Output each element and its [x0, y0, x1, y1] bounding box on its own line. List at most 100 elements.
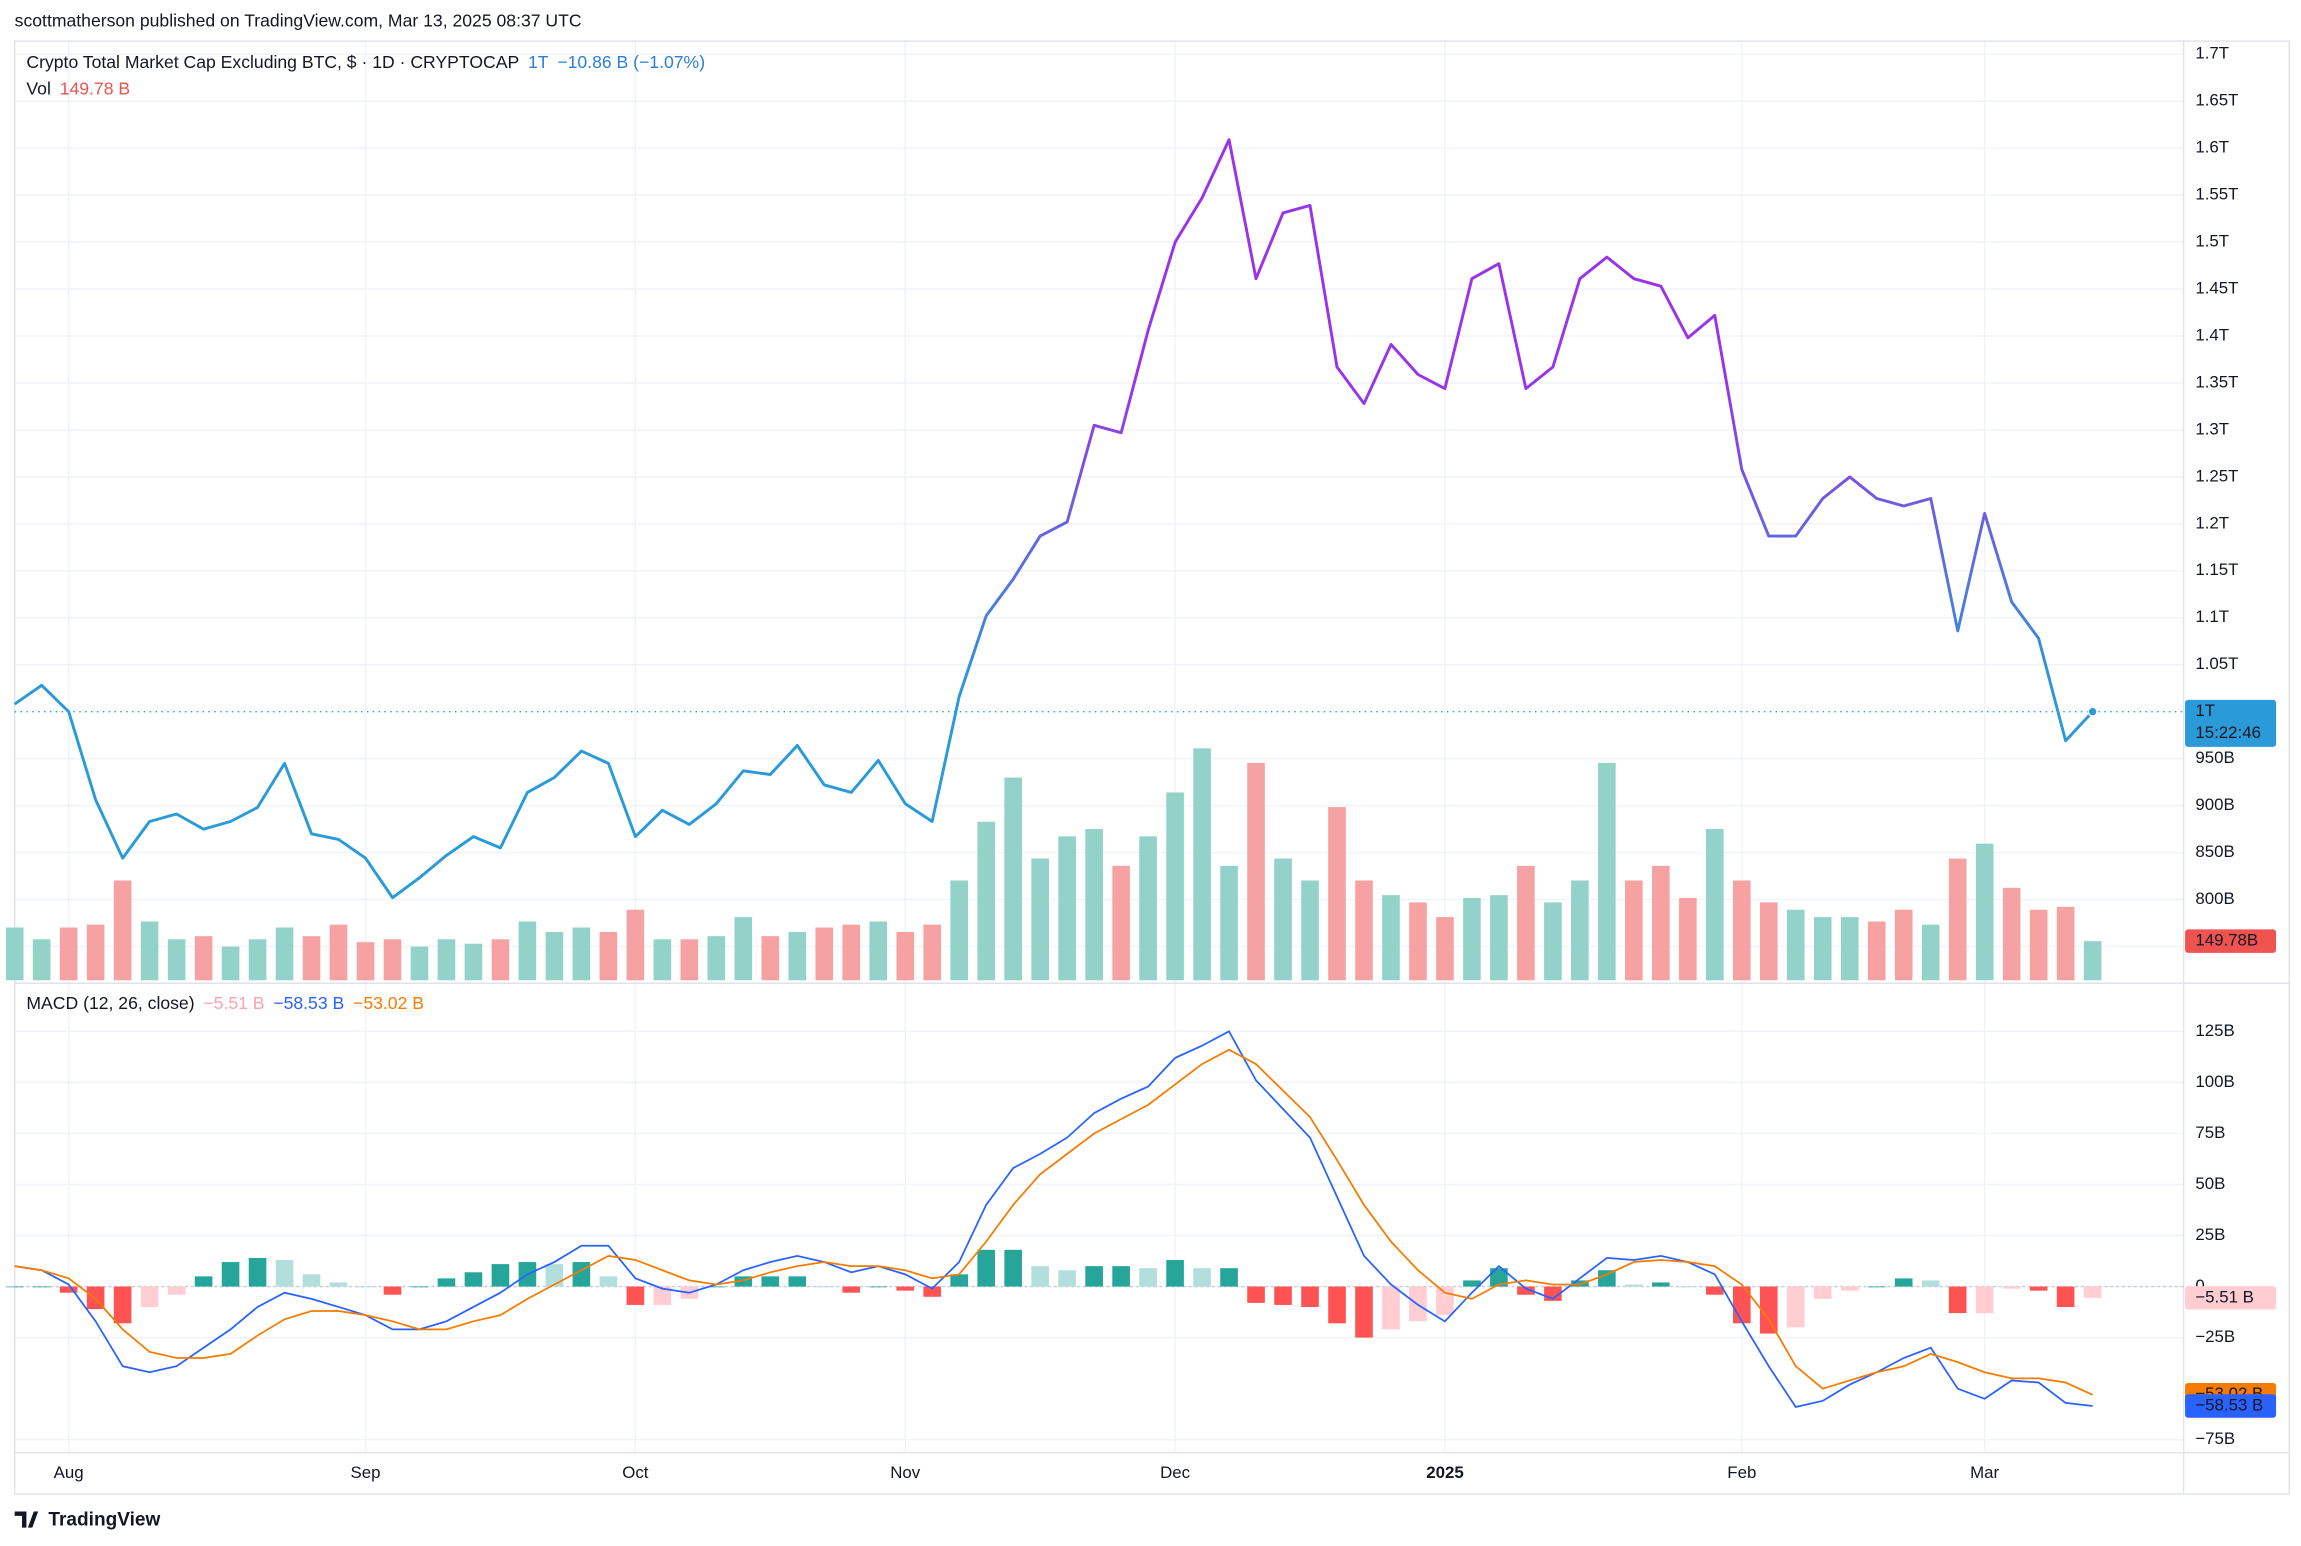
volume-bar: [599, 931, 618, 981]
volume-bar: [1355, 880, 1373, 981]
volume-bar: [194, 936, 213, 981]
footer: TradingView: [48, 1509, 160, 1530]
y-tick-label: 850B: [2195, 842, 2234, 861]
volume-bar: [1166, 792, 1184, 981]
x-tick-label: Sep: [350, 1463, 380, 1482]
histogram-bar: [1679, 1286, 1697, 1288]
histogram-bar: [734, 1276, 753, 1287]
histogram-bar: [1274, 1286, 1292, 1305]
signal-value: −53.02 B: [353, 992, 424, 1012]
volume-bar: [1274, 858, 1292, 981]
histogram-bar: [1463, 1280, 1481, 1287]
volume-bar: [2056, 906, 2075, 981]
histogram-bar: [1975, 1286, 1994, 1314]
histogram-bar: [221, 1262, 240, 1287]
volume-bar: [1409, 902, 1427, 981]
volume-bar: [113, 880, 132, 981]
change: −10.86 B (−1.07%): [557, 52, 705, 72]
volume-bar: [1732, 880, 1751, 981]
volume-bar: [788, 931, 807, 981]
volume-bar: [1112, 865, 1130, 981]
header: scottmatherson published on TradingView.…: [15, 11, 582, 31]
histogram-bar: [1193, 1268, 1211, 1287]
volume-bar: [1031, 858, 1049, 981]
hist-tag-bg: [2185, 1286, 2277, 1310]
volume-bar: [545, 931, 564, 981]
legend: Crypto Total Market Cap Excluding BTC, $…: [26, 52, 705, 72]
volume-bar: [221, 946, 240, 981]
x-tick-label: Oct: [622, 1463, 649, 1482]
volume-bar: [977, 821, 995, 981]
histogram-bar: [1894, 1278, 1913, 1287]
histogram-bar: [2056, 1286, 2075, 1307]
histogram-bar: [275, 1260, 294, 1287]
volume-bar: [1247, 762, 1265, 981]
macd-legend: MACD (12, 26, close) −5.51 B −58.53 B −53.0…: [26, 992, 424, 1012]
price-tag-bg: [2185, 699, 2277, 747]
macd-value: −58.53 B: [273, 992, 344, 1012]
volume-bar: [2002, 887, 2021, 981]
volume-bar: [1921, 924, 1940, 981]
volume-bar: [815, 927, 834, 981]
x-tick-label: Feb: [1727, 1463, 1756, 1482]
histogram-bar: [1840, 1286, 1859, 1291]
logo-mark: [14, 1511, 39, 1528]
volume-bar: [1840, 917, 1859, 981]
histogram-bar: [1759, 1286, 1778, 1334]
histogram-bar: [1948, 1286, 1967, 1314]
volume-bar: [1220, 865, 1238, 981]
histogram-bar: [2083, 1286, 2102, 1298]
price-line: [13, 138, 2094, 900]
volume-bar: [1571, 880, 1589, 981]
y-tick-label: 900B: [2195, 795, 2234, 814]
histogram-bar: [1058, 1270, 1076, 1287]
volume-bar: [32, 939, 51, 981]
volume-bar: [86, 924, 105, 981]
signal-line: [14, 1048, 2093, 1396]
histogram-bar: [167, 1286, 186, 1295]
volume-bar: [1759, 902, 1778, 981]
volume-bar: [1004, 777, 1022, 981]
volume-bar: [1085, 829, 1103, 981]
countdown: 15:22:46: [2195, 723, 2261, 742]
x-tick-label: Mar: [1970, 1463, 1999, 1482]
histogram-bar: [545, 1264, 564, 1287]
volume-bar: [1328, 807, 1346, 981]
volume-bar: [2029, 909, 2048, 981]
histogram-bar: [464, 1272, 483, 1287]
y-tick-label: 1.1T: [2195, 607, 2229, 626]
volume-bar: [1786, 909, 1805, 981]
volume-bar: [1382, 895, 1400, 981]
histogram-bar: [1813, 1286, 1832, 1299]
histogram-bar: [113, 1286, 132, 1324]
volume-bar: [626, 909, 645, 981]
volume-bar: [761, 936, 780, 981]
volume-bar: [1813, 917, 1832, 981]
hist-value: −5.51 B: [203, 992, 264, 1012]
y-tick-label: −75B: [2195, 1429, 2235, 1448]
histogram-bar: [1652, 1282, 1670, 1287]
histogram-bar: [1355, 1286, 1373, 1338]
histogram-bar: [1139, 1268, 1157, 1287]
histogram-bar: [1382, 1286, 1400, 1330]
histogram-bar: [1490, 1268, 1508, 1287]
volume-bar: [1975, 843, 1994, 981]
y-tick-label: 125B: [2195, 1021, 2234, 1040]
y-tick-label: 100B: [2195, 1072, 2234, 1091]
volume-bar: [1706, 829, 1724, 981]
volume-bar: [572, 927, 591, 981]
chart-title: Crypto Total Market Cap Excluding BTC, $…: [26, 52, 519, 72]
histogram-bar: [1247, 1286, 1265, 1303]
histogram-bar: [1706, 1286, 1724, 1295]
volume-bar: [1517, 865, 1535, 981]
logo: TradingView: [14, 1509, 161, 1530]
histogram-bar: [1004, 1249, 1022, 1287]
histogram-bar: [950, 1274, 968, 1287]
volume-bar: [1139, 836, 1157, 981]
histogram-bar: [1867, 1286, 1886, 1288]
histogram-bar: [1598, 1270, 1616, 1287]
volume-tag-bg: [2185, 929, 2277, 953]
